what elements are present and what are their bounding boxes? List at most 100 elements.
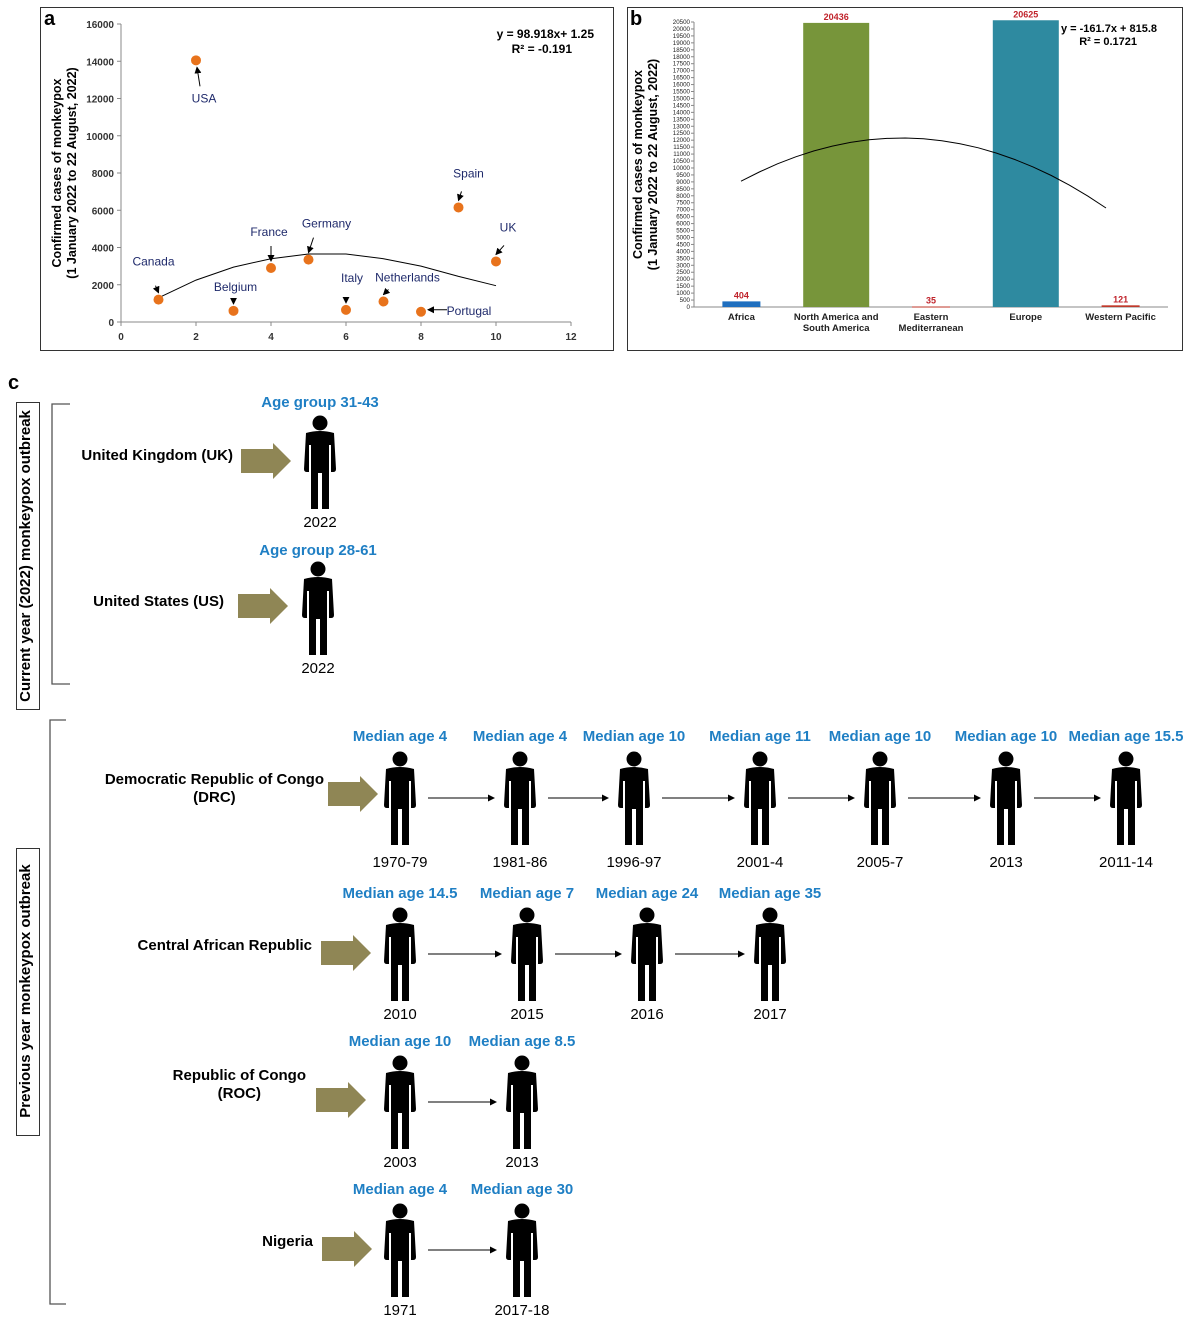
y-tick-label: 19000 [673, 40, 691, 47]
x-tick-label: 12 [565, 332, 577, 343]
country-label-line: Nigeria [262, 1233, 313, 1250]
equation: y = 98.918x+ 1.25 [497, 27, 595, 41]
y-tick-label: 13000 [673, 123, 691, 130]
y-tick-label: 12000 [86, 95, 114, 106]
country-label: Republic of Congo (ROC) [173, 1067, 306, 1103]
y-tick-label: 1500 [676, 283, 690, 290]
person-icon [507, 907, 547, 1008]
data-point [228, 305, 239, 316]
y-tick-label: 8000 [676, 193, 690, 200]
y-axis-title-line2: (1 January 2022 to 22 August, 2022) [65, 67, 79, 278]
year-label: 2017-18 [494, 1302, 550, 1319]
person-icon [500, 751, 540, 852]
age-label: Median age 24 [595, 885, 699, 902]
y-tick-label: 5000 [676, 234, 690, 241]
bar [912, 306, 950, 308]
data-point [341, 304, 351, 315]
point-label: Portugal [447, 304, 492, 318]
current-year-label-box [16, 402, 40, 710]
country-label-line: Central African Republic [137, 937, 312, 954]
trend-line [158, 253, 497, 299]
y-tick-label: 0 [687, 304, 691, 311]
bar-value-label: 404 [734, 290, 749, 300]
r-squared: R² = 0.1721 [1079, 36, 1137, 48]
age-label: Age group 28-61 [259, 542, 377, 559]
y-tick-label: 16000 [86, 20, 114, 31]
label-arrow [382, 287, 391, 296]
y-tick-label: 19500 [673, 33, 691, 40]
y-tick-label: 9000 [676, 179, 690, 186]
country-arrow [238, 588, 288, 624]
bar [1101, 305, 1140, 307]
year-label: 2016 [630, 1006, 664, 1023]
current-year-bracket [51, 403, 70, 685]
year-label: 2001-4 [736, 854, 784, 871]
panel-c-letter: c [8, 372, 20, 394]
x-tick-label: 10 [490, 332, 502, 343]
country-label-line: United States (US) [93, 593, 224, 610]
y-tick-label: 15500 [673, 89, 691, 96]
brackets [49, 403, 70, 1305]
point-label: Germany [302, 217, 351, 231]
category-label: South America [803, 323, 870, 334]
data-point [191, 55, 201, 66]
person-icon [627, 907, 667, 1008]
bar-chart: 0500100015002000250030003500400045005000… [631, 9, 1168, 334]
person-icon [380, 907, 420, 1008]
age-label: Median age 15.5 [1068, 728, 1184, 745]
age-label: Median age 4 [352, 728, 448, 745]
y-tick-label: 13500 [673, 116, 691, 123]
year-label: 2010 [383, 1006, 417, 1023]
person-icon [380, 1055, 420, 1156]
point-label: Italy [341, 271, 363, 285]
bar [722, 301, 761, 307]
r-squared: R² = -0.191 [512, 42, 573, 56]
y-tick-label: 8500 [676, 186, 690, 193]
person-icon [380, 1203, 420, 1304]
data-point [153, 294, 164, 305]
country-label: Central African Republic [138, 937, 312, 955]
y-tick-label: 10000 [673, 165, 691, 172]
y-axis-title-line2: (1 January 2022 to 22 August, 2022) [646, 59, 660, 270]
y-tick-label: 20000 [673, 26, 691, 33]
country-arrow [316, 1082, 366, 1118]
person-icon [860, 751, 900, 852]
category-label: Eastern [914, 312, 949, 323]
y-tick-label: 16500 [673, 75, 691, 82]
person-icon [986, 751, 1026, 852]
category-label: Western Pacific [1085, 312, 1156, 323]
y-tick-label: 1000 [676, 290, 690, 297]
year-label: 2022 [301, 660, 335, 677]
person-icon [740, 751, 780, 852]
y-tick-label: 20500 [673, 19, 691, 26]
age-label: Median age 30 [470, 1181, 574, 1198]
y-tick-label: 18000 [673, 54, 691, 61]
age-label: Median age 4 [472, 728, 568, 745]
y-tick-label: 4000 [676, 248, 690, 255]
panel-b: 0 500 1000 1500 2000 2500 3000 3500 4000 4500 5000… [627, 7, 1183, 351]
y-tick-label: 6500 [676, 214, 690, 221]
year-label: 2011-14 [1099, 854, 1153, 871]
data-point [416, 306, 426, 317]
age-label: Age group 31-43 [261, 394, 379, 411]
point-label: Canada [132, 255, 174, 269]
panel-b-letter: b [630, 8, 643, 30]
label-arrow [495, 245, 505, 256]
country-label: Nigeria [262, 1233, 313, 1251]
country-label: United Kingdom (UK) [81, 447, 233, 465]
y-tick-label: 11000 [673, 151, 690, 158]
country-arrow [322, 1231, 372, 1267]
y-tick-label: 15000 [673, 95, 691, 102]
y-tick-label: 8000 [92, 169, 115, 180]
y-axis-title-line1: Confirmed cases of monkeypox [631, 70, 645, 259]
y-tick-label: 2500 [676, 269, 690, 276]
y-tick-label: 3000 [676, 262, 690, 269]
age-label: Median age 35 [718, 885, 822, 902]
age-label: Median age 14.5 [342, 885, 458, 902]
point-label: UK [500, 220, 517, 234]
category-label: Europe [1009, 312, 1042, 323]
data-point [303, 254, 314, 265]
y-tick-label: 4500 [676, 241, 690, 248]
point-label: Netherlands [375, 271, 440, 285]
point-label: Belgium [214, 280, 257, 294]
